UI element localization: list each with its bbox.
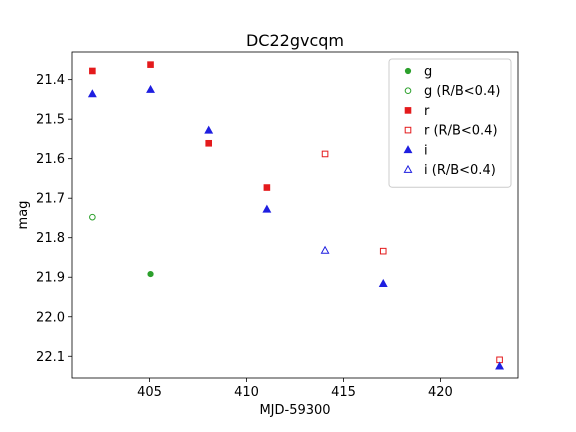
data-point [146,84,155,93]
x-tick-label: 405 [137,385,162,400]
data-point [87,89,97,98]
legend: g g (R/B<0.4) r r (R/B<0.4) i i (R/B<0.4) [388,58,512,188]
legend-label: g [424,65,432,80]
x-tick-label: 420 [428,385,453,400]
x-tick-label: 415 [331,385,356,400]
x-axis-label: MJD-59300 [259,403,330,418]
legend-label: r (R/B<0.4) [424,124,498,139]
data-point [147,270,154,278]
legend-label: g (R/B<0.4) [424,84,500,99]
data-point [320,245,330,254]
data-point [89,213,96,221]
y-axis-label: mag [16,201,31,230]
legend-label: i [424,143,428,158]
data-point [263,184,271,191]
y-axis-ticks: 21.4 21.5 21.6 21.7 21.8 21.9 22.0 22.1 [36,73,72,365]
legend-marker [404,126,412,134]
data-point [379,247,387,255]
data-point [321,150,329,158]
chart-title: DC22gvcqm [246,31,344,50]
x-tick-label: 410 [234,385,259,400]
data-point [205,139,213,147]
legend-marker [403,145,413,154]
x-axis-ticks: 405 410 415 420 [137,378,453,400]
legend-frame [388,58,512,188]
data-marks [87,61,505,370]
data-point [204,125,214,134]
plot-frame [71,51,519,379]
y-tick-label: 21.7 [36,192,65,207]
legend-marker [404,107,412,114]
legend-label: i (R/B<0.4) [424,163,496,178]
data-point [262,204,272,213]
data-point [378,278,388,287]
y-tick-label: 21.8 [36,231,65,246]
legend-marker [404,67,412,75]
y-tick-label: 21.4 [36,73,65,88]
data-point [89,67,96,75]
y-tick-label: 21.5 [36,113,65,128]
legend-label: r [424,104,430,119]
y-tick-label: 22.1 [36,350,65,365]
legend-marker [403,164,413,173]
y-tick-label: 22.0 [36,310,65,325]
y-tick-label: 21.6 [36,152,65,167]
data-point [495,361,505,370]
y-tick-label: 21.9 [36,271,65,286]
data-point [147,61,154,68]
legend-marker [404,87,412,94]
